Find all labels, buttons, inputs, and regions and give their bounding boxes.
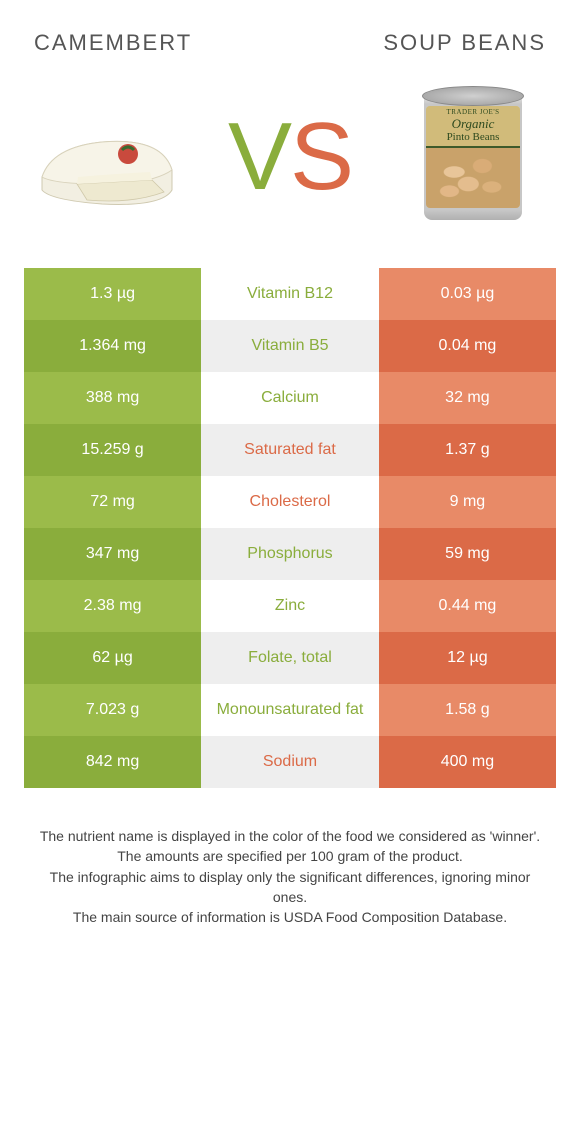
footer-line-2: The amounts are specified per 100 gram o… [34,846,546,866]
left-value: 842 mg [24,736,201,788]
footer-line-3: The infographic aims to display only the… [34,867,546,908]
left-food-title: CAMEMBERT [34,30,192,56]
nutrient-name: Folate, total [201,632,379,684]
header: CAMEMBERT SOUP BEANS [24,30,556,82]
nutrient-row: 2.38 mgZinc0.44 mg [24,580,556,632]
left-value: 2.38 mg [24,580,201,632]
can-product: Pinto Beans [426,131,520,143]
nutrient-row: 72 mgCholesterol9 mg [24,476,556,528]
nutrient-name: Vitamin B5 [201,320,379,372]
left-value: 347 mg [24,528,201,580]
nutrient-name: Vitamin B12 [201,268,379,320]
nutrient-row: 1.3 µgVitamin B120.03 µg [24,268,556,320]
right-value: 9 mg [379,476,556,528]
left-value: 62 µg [24,632,201,684]
vs-v: V [228,103,290,210]
nutrient-row: 842 mgSodium400 mg [24,736,556,788]
nutrient-name: Monounsaturated fat [201,684,379,736]
footer-notes: The nutrient name is displayed in the co… [24,788,556,927]
left-value: 1.364 mg [24,320,201,372]
nutrient-table: 1.3 µgVitamin B120.03 µg1.364 mgVitamin … [24,268,556,788]
right-food-title: SOUP BEANS [383,30,546,56]
footer-line-1: The nutrient name is displayed in the co… [34,826,546,846]
nutrient-name: Cholesterol [201,476,379,528]
image-row: VS TRADER JOE'S Organic Pinto Beans [24,82,556,268]
right-value: 0.04 mg [379,320,556,372]
left-value: 72 mg [24,476,201,528]
nutrient-row: 15.259 gSaturated fat1.37 g [24,424,556,476]
nutrient-name: Saturated fat [201,424,379,476]
right-value: 12 µg [379,632,556,684]
nutrient-row: 7.023 gMonounsaturated fat1.58 g [24,684,556,736]
right-value: 32 mg [379,372,556,424]
footer-line-4: The main source of information is USDA F… [34,907,546,927]
right-value: 0.44 mg [379,580,556,632]
beans-can-image: TRADER JOE'S Organic Pinto Beans [398,82,548,232]
nutrient-row: 1.364 mgVitamin B50.04 mg [24,320,556,372]
right-value: 59 mg [379,528,556,580]
left-value: 15.259 g [24,424,201,476]
nutrient-name: Phosphorus [201,528,379,580]
nutrient-name: Zinc [201,580,379,632]
nutrient-row: 62 µgFolate, total12 µg [24,632,556,684]
nutrient-row: 388 mgCalcium32 mg [24,372,556,424]
vs-label: VS [228,109,352,205]
nutrient-name: Sodium [201,736,379,788]
nutrient-row: 347 mgPhosphorus59 mg [24,528,556,580]
right-value: 400 mg [379,736,556,788]
left-value: 388 mg [24,372,201,424]
right-value: 1.58 g [379,684,556,736]
camembert-image [32,82,182,232]
vs-s: S [290,103,352,210]
right-value: 1.37 g [379,424,556,476]
right-value: 0.03 µg [379,268,556,320]
left-value: 1.3 µg [24,268,201,320]
nutrient-name: Calcium [201,372,379,424]
left-value: 7.023 g [24,684,201,736]
can-organic: Organic [426,117,520,131]
